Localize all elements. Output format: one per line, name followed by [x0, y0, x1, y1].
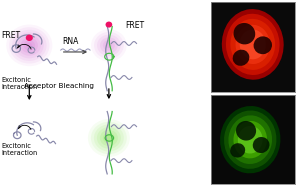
Circle shape [6, 25, 52, 66]
Circle shape [94, 32, 124, 59]
Ellipse shape [220, 106, 280, 173]
Text: FRET: FRET [1, 31, 20, 40]
Ellipse shape [230, 19, 275, 70]
Circle shape [21, 38, 38, 53]
Ellipse shape [233, 121, 267, 158]
Circle shape [106, 43, 112, 48]
Ellipse shape [238, 126, 263, 153]
Ellipse shape [236, 121, 256, 141]
Ellipse shape [233, 23, 255, 44]
Ellipse shape [240, 29, 266, 59]
Ellipse shape [233, 50, 249, 66]
Circle shape [103, 132, 115, 143]
Circle shape [88, 119, 130, 157]
Circle shape [97, 127, 121, 149]
Ellipse shape [236, 25, 270, 64]
Text: RNA: RNA [62, 37, 78, 46]
Circle shape [15, 32, 44, 58]
Text: FRET: FRET [126, 21, 145, 30]
Circle shape [18, 35, 41, 56]
Ellipse shape [222, 9, 284, 80]
Circle shape [103, 40, 115, 51]
Circle shape [94, 125, 124, 151]
Ellipse shape [224, 111, 277, 169]
Ellipse shape [226, 14, 279, 75]
Circle shape [26, 43, 32, 48]
Text: Acceptor Bleaching: Acceptor Bleaching [24, 83, 94, 89]
Circle shape [105, 22, 112, 28]
Circle shape [26, 35, 33, 41]
Circle shape [97, 35, 121, 56]
Circle shape [12, 30, 47, 61]
Text: Excitonic
Interaction: Excitonic Interaction [1, 77, 37, 90]
Ellipse shape [230, 143, 245, 158]
Ellipse shape [228, 115, 272, 164]
Ellipse shape [254, 36, 272, 54]
Circle shape [100, 130, 118, 146]
Circle shape [23, 40, 35, 51]
Circle shape [100, 37, 118, 53]
Circle shape [91, 29, 127, 61]
Circle shape [9, 27, 50, 64]
Circle shape [91, 122, 127, 154]
Circle shape [106, 135, 112, 141]
Ellipse shape [253, 137, 269, 153]
Text: Excitonic
Interaction: Excitonic Interaction [1, 143, 37, 156]
